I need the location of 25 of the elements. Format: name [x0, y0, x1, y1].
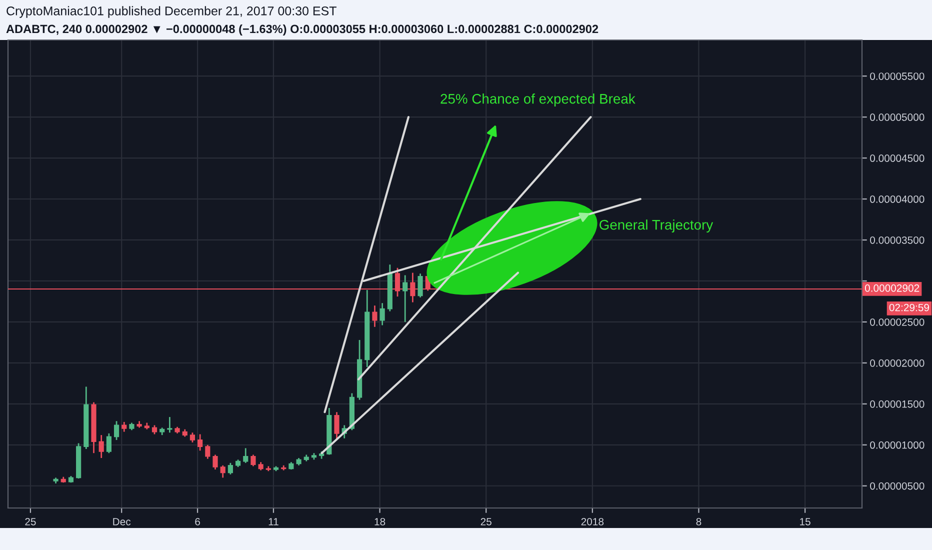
ref-line-label: 0.00002902	[864, 284, 920, 292]
y-tick-label: 0.00005000	[870, 114, 924, 121]
x-tick-label: 2018	[581, 518, 604, 526]
x-tick-label: Dec	[113, 518, 131, 526]
y-tick-label: 0.00002000	[870, 359, 924, 367]
annotation: General Trajectory	[600, 220, 714, 232]
y-tick-label: 0.00004500	[870, 154, 924, 162]
chart-subtitle: ADABTC, 240 0.00002902 ▼ −0.00000048 (−1.63%) O:0.00003055 H:0.00003060 L:0.00002881 C:0.00002902	[6, 24, 598, 36]
x-tick-label: 25	[480, 518, 492, 526]
x-tick-label: 11	[268, 518, 278, 526]
x-tick-label: 6	[195, 518, 200, 526]
y-tick-label: 0.00005500	[870, 72, 924, 80]
y-tick-label: 0.00004000	[870, 196, 924, 203]
y-tick-label: 0.00002500	[870, 318, 924, 326]
x-tick-label: 8	[696, 518, 702, 526]
text: 02:29:59	[889, 304, 930, 312]
y-tick-label: 0.00000500	[870, 482, 924, 490]
annotation: 25% Chance of expected Break	[440, 94, 636, 106]
y-tick-label: 0.00001000	[870, 441, 924, 449]
x-tick-label: 25	[25, 518, 36, 526]
y-tick-label: 0.00003500	[870, 236, 924, 244]
chart-title: CryptoManiac101 published December 21, 2017 00:30 EST	[6, 6, 336, 18]
y-tick-label: 0.00001500	[870, 400, 924, 408]
x-tick-label: 18	[374, 518, 386, 526]
x-tick-label: 15	[800, 518, 810, 526]
